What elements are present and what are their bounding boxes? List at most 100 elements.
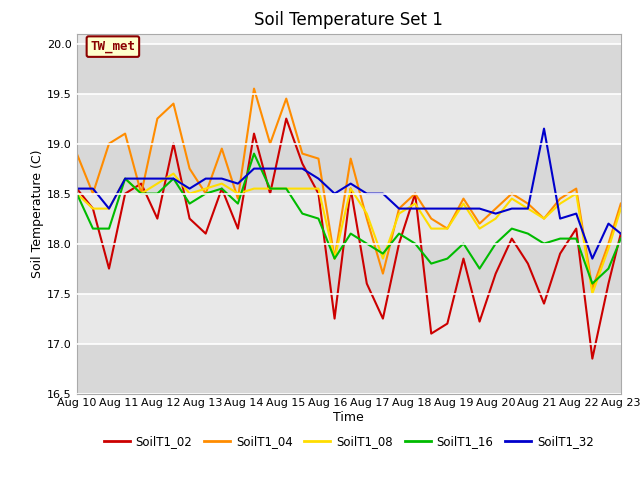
SoilT1_02	[170, 141, 177, 146]
SoilT1_02	[428, 331, 435, 336]
SoilT1_02	[315, 191, 323, 196]
SoilT1_02	[202, 231, 209, 237]
SoilT1_08	[589, 291, 596, 297]
Bar	[77, 44, 621, 94]
SoilT1_04	[556, 196, 564, 202]
SoilT1_32	[395, 206, 403, 212]
SoilT1_04	[218, 146, 226, 152]
SoilT1_08	[617, 206, 625, 212]
Y-axis label: Soil Temperature (C): Soil Temperature (C)	[31, 149, 44, 278]
SoilT1_04	[170, 101, 177, 107]
SoilT1_16	[315, 216, 323, 221]
SoilT1_04	[460, 196, 467, 202]
SoilT1_08	[572, 191, 580, 196]
SoilT1_16	[605, 266, 612, 272]
SoilT1_08	[234, 191, 242, 196]
SoilT1_08	[331, 256, 339, 262]
Bar	[77, 193, 621, 243]
SoilT1_04	[617, 201, 625, 206]
SoilT1_02	[218, 186, 226, 192]
SoilT1_32	[460, 206, 467, 212]
SoilT1_08	[202, 186, 209, 192]
SoilT1_32	[572, 211, 580, 216]
Line: SoilT1_08: SoilT1_08	[77, 174, 621, 294]
SoilT1_32	[476, 206, 483, 212]
SoilT1_08	[412, 201, 419, 206]
SoilT1_32	[363, 191, 371, 196]
SoilT1_02	[122, 191, 129, 196]
SoilT1_08	[138, 191, 145, 196]
SoilT1_04	[363, 216, 371, 221]
SoilT1_08	[524, 206, 532, 212]
SoilT1_16	[73, 191, 81, 196]
SoilT1_04	[444, 226, 451, 231]
SoilT1_08	[508, 196, 516, 202]
SoilT1_08	[266, 186, 274, 192]
SoilT1_04	[122, 131, 129, 136]
SoilT1_32	[89, 186, 97, 192]
Line: SoilT1_02: SoilT1_02	[77, 119, 621, 359]
SoilT1_32	[556, 216, 564, 221]
SoilT1_16	[122, 176, 129, 181]
SoilT1_02	[444, 321, 451, 326]
SoilT1_04	[89, 191, 97, 196]
SoilT1_08	[282, 186, 290, 192]
SoilT1_16	[617, 236, 625, 241]
SoilT1_16	[556, 236, 564, 241]
SoilT1_16	[250, 151, 258, 156]
SoilT1_02	[250, 131, 258, 136]
SoilT1_32	[492, 211, 500, 216]
SoilT1_16	[218, 186, 226, 192]
SoilT1_04	[202, 191, 209, 196]
SoilT1_16	[508, 226, 516, 231]
SoilT1_32	[589, 256, 596, 262]
SoilT1_32	[122, 176, 129, 181]
SoilT1_04	[412, 191, 419, 196]
SoilT1_08	[460, 201, 467, 206]
SoilT1_32	[234, 180, 242, 186]
SoilT1_02	[105, 266, 113, 272]
SoilT1_32	[298, 166, 306, 171]
SoilT1_16	[492, 240, 500, 246]
SoilT1_16	[428, 261, 435, 266]
SoilT1_08	[315, 186, 323, 192]
SoilT1_08	[540, 216, 548, 221]
SoilT1_32	[428, 206, 435, 212]
Line: SoilT1_04: SoilT1_04	[77, 89, 621, 288]
SoilT1_08	[250, 186, 258, 192]
SoilT1_32	[202, 176, 209, 181]
SoilT1_04	[492, 206, 500, 212]
SoilT1_32	[379, 191, 387, 196]
SoilT1_16	[572, 236, 580, 241]
SoilT1_02	[556, 251, 564, 256]
SoilT1_02	[572, 226, 580, 231]
SoilT1_16	[524, 231, 532, 237]
SoilT1_08	[186, 191, 193, 196]
SoilT1_04	[508, 191, 516, 196]
SoilT1_32	[524, 206, 532, 212]
SoilT1_16	[347, 231, 355, 237]
SoilT1_04	[105, 141, 113, 146]
SoilT1_04	[138, 191, 145, 196]
Line: SoilT1_32: SoilT1_32	[77, 129, 621, 259]
SoilT1_04	[428, 216, 435, 221]
SoilT1_04	[524, 201, 532, 206]
SoilT1_16	[170, 176, 177, 181]
SoilT1_04	[395, 206, 403, 212]
SoilT1_32	[617, 231, 625, 237]
SoilT1_16	[154, 191, 161, 196]
Bar	[77, 344, 621, 394]
SoilT1_32	[331, 191, 339, 196]
SoilT1_04	[589, 286, 596, 291]
SoilT1_02	[138, 180, 145, 186]
SoilT1_08	[170, 171, 177, 177]
SoilT1_02	[73, 186, 81, 192]
SoilT1_02	[589, 356, 596, 361]
SoilT1_32	[154, 176, 161, 181]
SoilT1_04	[476, 221, 483, 227]
SoilT1_04	[315, 156, 323, 161]
SoilT1_08	[105, 206, 113, 212]
SoilT1_16	[589, 281, 596, 287]
SoilT1_16	[282, 186, 290, 192]
SoilT1_32	[73, 186, 81, 192]
